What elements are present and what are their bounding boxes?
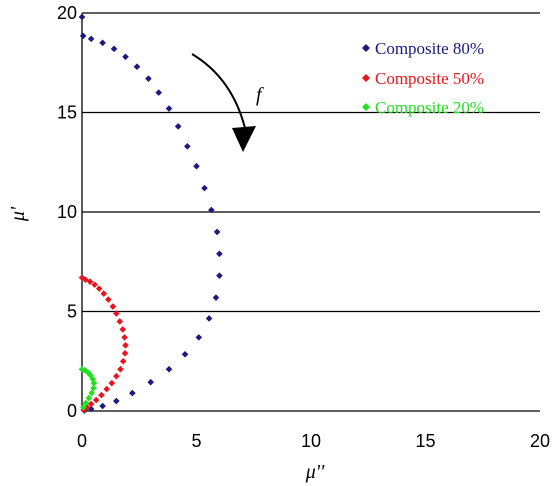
- data-point: [99, 402, 106, 410]
- data-point: [113, 372, 120, 380]
- data-point: [113, 310, 120, 317]
- data-point: [121, 349, 129, 357]
- data-point: [90, 384, 97, 392]
- data-point: [108, 379, 116, 387]
- data-point: [119, 357, 127, 365]
- data-point: [122, 342, 129, 349]
- data-point: [78, 13, 86, 21]
- x-tick-label: 10: [301, 431, 321, 451]
- data-point: [103, 385, 111, 393]
- data-point: [145, 75, 152, 82]
- data-point: [81, 366, 89, 374]
- data-point: [117, 365, 124, 373]
- legend-marker: [362, 44, 370, 52]
- data-point: [184, 143, 191, 150]
- x-axis-label: μ'': [305, 461, 325, 483]
- data-point: [86, 278, 94, 285]
- data-point: [80, 404, 87, 411]
- data-point: [205, 315, 213, 322]
- x-tick-label: 5: [191, 431, 201, 451]
- frequency-arrow-curve: [191, 53, 246, 129]
- data-point: [116, 318, 124, 325]
- frequency-label: f: [256, 84, 264, 106]
- data-point: [87, 371, 94, 379]
- data-point: [208, 206, 215, 214]
- tick-labels: 0 5 10 15 20 0 5 10 15 20: [57, 3, 550, 451]
- frequency-arrow-head: [232, 126, 256, 152]
- data-point: [88, 389, 95, 397]
- data-point: [133, 63, 141, 71]
- data-point: [100, 290, 108, 297]
- series-2: [78, 365, 98, 411]
- data-point: [121, 334, 128, 341]
- legend-label: Composite 50%: [375, 69, 484, 88]
- y-tick-label: 10: [57, 202, 77, 222]
- data-point: [201, 184, 208, 192]
- data-point: [195, 334, 203, 341]
- data-point: [79, 32, 87, 40]
- data-point: [119, 326, 127, 333]
- data-point: [92, 396, 100, 404]
- x-tick-label: 15: [415, 431, 435, 451]
- x-tick-label: 0: [77, 431, 87, 451]
- data-point: [122, 53, 129, 61]
- data-point: [91, 281, 98, 288]
- data-point: [98, 391, 105, 399]
- frequency-arrow: [191, 53, 256, 152]
- data-point: [165, 365, 173, 373]
- y-axis-label: μ': [7, 206, 29, 222]
- data-point: [174, 123, 182, 130]
- data-point: [147, 378, 154, 386]
- data-point: [129, 389, 136, 397]
- gridlines: [81, 12, 540, 412]
- data-point: [110, 45, 118, 53]
- data-series: [78, 13, 223, 414]
- data-point: [87, 405, 95, 413]
- data-point: [82, 399, 90, 407]
- data-point: [165, 105, 173, 112]
- legend-label: Composite 80%: [375, 39, 484, 58]
- series-0: [78, 13, 223, 414]
- legend-label: Composite 20%: [375, 98, 484, 117]
- data-point: [212, 294, 220, 301]
- data-point: [216, 250, 223, 258]
- data-point: [95, 285, 103, 292]
- legend: Composite 80% Composite 50% Composite 20%: [362, 39, 484, 117]
- legend-marker: [362, 74, 370, 82]
- y-tick-label: 5: [67, 302, 77, 322]
- data-point: [193, 162, 200, 170]
- data-point: [90, 379, 98, 387]
- data-point: [105, 296, 112, 303]
- data-point: [78, 365, 86, 373]
- data-point: [155, 89, 163, 96]
- data-point: [216, 272, 223, 279]
- x-tick-label: 20: [530, 431, 550, 451]
- series-1: [78, 274, 129, 414]
- data-point: [87, 400, 95, 408]
- y-tick-label: 20: [57, 3, 77, 23]
- data-point: [181, 350, 189, 358]
- data-point: [85, 394, 93, 402]
- y-tick-label: 15: [57, 103, 77, 123]
- data-point: [213, 228, 221, 236]
- data-point: [109, 303, 117, 310]
- data-point: [87, 35, 95, 43]
- y-tick-label: 0: [67, 401, 77, 421]
- data-point: [113, 397, 120, 405]
- legend-marker: [362, 103, 370, 111]
- data-point: [99, 39, 106, 47]
